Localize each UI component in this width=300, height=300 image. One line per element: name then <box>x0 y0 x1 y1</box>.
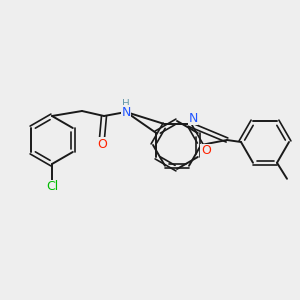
Text: N: N <box>188 112 198 125</box>
Text: Cl: Cl <box>46 181 58 194</box>
Text: H: H <box>122 99 130 109</box>
Text: N: N <box>121 106 131 118</box>
Text: O: O <box>97 137 107 151</box>
Text: O: O <box>201 145 211 158</box>
